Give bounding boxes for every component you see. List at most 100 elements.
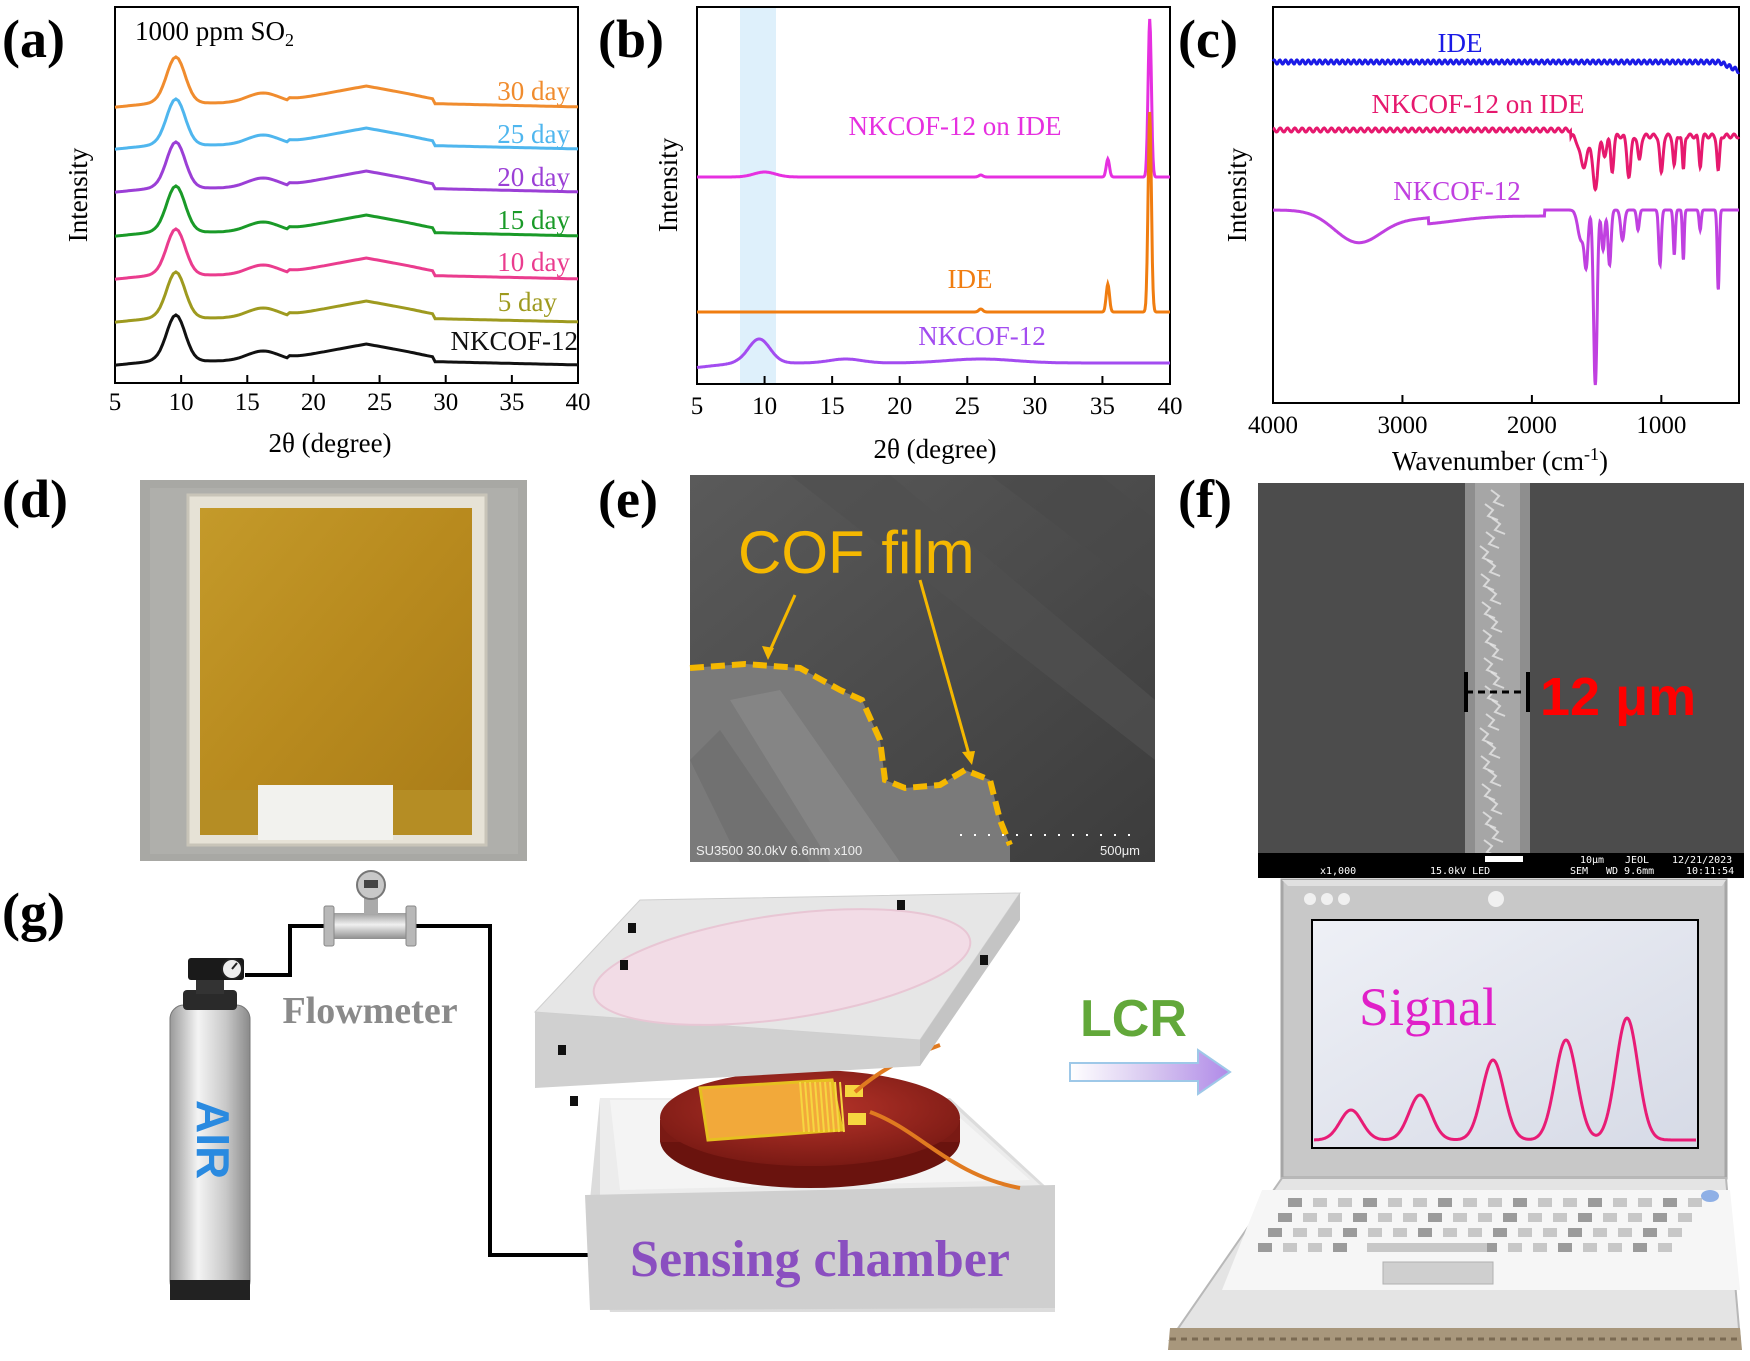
panel-a-curve-6 xyxy=(114,313,579,367)
keyboard-key xyxy=(1418,1228,1432,1237)
lcr-label: LCR xyxy=(1080,990,1187,1048)
keyboard-key xyxy=(1663,1198,1677,1207)
cylinder-label: AIR xyxy=(187,1100,239,1179)
panel-a-frame xyxy=(114,6,579,384)
panel-c-xtick-label: 4000 xyxy=(1248,412,1298,439)
panel-g-setup-schematic: AIR Flowmeter xyxy=(169,870,1742,1350)
panel-label-c: (c) xyxy=(1178,9,1238,69)
sem-scale-label: 500μm xyxy=(1100,843,1140,858)
panel-a-series-label-3: 15 day xyxy=(497,205,570,235)
panel-a-series-label-2: 20 day xyxy=(497,162,570,192)
keyboard-key xyxy=(1293,1228,1307,1237)
panel-c-curves xyxy=(1271,58,1741,386)
laptop-display xyxy=(1311,919,1699,1149)
panel-label-f: (f) xyxy=(1178,469,1232,529)
signal-waveform xyxy=(1314,1016,1696,1142)
panel-d-device-photo xyxy=(140,480,527,861)
keyboard-key xyxy=(1343,1228,1357,1237)
flowmeter-pipe xyxy=(330,913,410,939)
sem-info-text: SU3500 30.0kV 6.6mm x100 xyxy=(696,843,862,858)
keyboard-key xyxy=(1278,1213,1292,1222)
keyboard-key xyxy=(1518,1228,1532,1237)
panel-a-series-label-1: 25 day xyxy=(497,119,570,149)
panel-c-ftir: Intensity 4000 3000 2000 1000 Wavenumber (c… xyxy=(1222,6,1741,476)
panel-a-series-label-0: 30 day xyxy=(497,76,570,106)
keyboard-key xyxy=(1528,1213,1542,1222)
footer-brand: JEOL xyxy=(1625,855,1649,866)
laptop: Signal xyxy=(1168,878,1742,1350)
keyboard-key xyxy=(1393,1228,1407,1237)
contact-pad xyxy=(258,785,393,840)
panel-c-curve-2 xyxy=(1273,208,1739,386)
footer-wd: WD 9.6mm xyxy=(1606,866,1654,877)
panel-a-xtick-label: 30 xyxy=(433,389,458,416)
panel-b-label-cof: NKCOF-12 xyxy=(918,321,1046,351)
panel-c-curve-1 xyxy=(1272,126,1741,193)
panel-b-xtick-label: 35 xyxy=(1090,393,1115,420)
panel-b-frame xyxy=(696,6,1171,385)
panel-b-ylabel: Intensity xyxy=(653,137,683,232)
keyboard-key xyxy=(1378,1213,1392,1222)
keyboard-key xyxy=(1388,1198,1402,1207)
gas-line-1 xyxy=(245,924,330,977)
panel-a-curve-2 xyxy=(114,140,579,194)
camera-icon xyxy=(1488,891,1504,907)
signal-label: Signal xyxy=(1359,977,1497,1037)
keyboard-key xyxy=(1403,1213,1417,1222)
panel-a-curve-4 xyxy=(114,227,579,281)
keyboard-key xyxy=(1493,1228,1507,1237)
panel-a-series-label-4: 10 day xyxy=(497,247,570,277)
panel-b-label-cof-on-ide: NKCOF-12 on IDE xyxy=(849,111,1062,141)
panel-c-curve-0 xyxy=(1271,58,1741,75)
panel-c-xticks: 4000 3000 2000 1000 xyxy=(1248,395,1686,439)
panel-a-xtick-label: 10 xyxy=(169,389,194,416)
footer-kv: 15.0kV LED xyxy=(1430,866,1490,877)
panel-b-xtick-label: 25 xyxy=(955,393,980,420)
keyboard-key xyxy=(1333,1243,1347,1252)
panel-a-xrd-stability: 1000 ppm SO2 Intensity 5 10 15 20 25 30 35 40 2… xyxy=(63,6,591,458)
keyboard-key xyxy=(1463,1198,1477,1207)
keyboard-key xyxy=(1618,1228,1632,1237)
keyboard-key xyxy=(1678,1213,1692,1222)
panel-c-xtick-label: 1000 xyxy=(1636,412,1686,439)
arrow-icon xyxy=(1069,1048,1232,1096)
panel-a-curve-3 xyxy=(114,184,579,238)
panel-a-curve-1 xyxy=(114,97,579,151)
annotation-arrow-1 xyxy=(766,594,797,656)
air-cylinder: AIR xyxy=(169,958,251,1300)
panel-b-xtick-label: 15 xyxy=(820,393,845,420)
keyboard-key xyxy=(1353,1213,1367,1222)
panel-a-series-label-5: 5 day xyxy=(498,287,558,317)
panel-b-xrd-comparison: Intensity 5 10 15 20 25 30 35 40 2θ (degree) NK… xyxy=(653,6,1183,464)
panel-b-xticks: 5 10 15 20 25 30 35 40 xyxy=(691,376,1183,420)
keyboard-key xyxy=(1513,1198,1527,1207)
keyboard-key xyxy=(1313,1198,1327,1207)
keyboard-key xyxy=(1288,1198,1302,1207)
keyboard-key xyxy=(1453,1213,1467,1222)
keyboard-key xyxy=(1563,1198,1577,1207)
panel-a-curves xyxy=(114,55,579,367)
keyboard-key xyxy=(1303,1213,1317,1222)
keyboard-key xyxy=(1633,1243,1647,1252)
flowmeter-label: Flowmeter xyxy=(282,990,457,1032)
panel-f-sem-image: 12 μm 10μm JEOL 12/21/2023 x1,000 15.0kV… xyxy=(1258,483,1744,878)
keyboard-key xyxy=(1653,1213,1667,1222)
footer-mode: SEM xyxy=(1570,866,1588,877)
keyboard-key xyxy=(1268,1228,1282,1237)
keyboard-key xyxy=(1558,1243,1572,1252)
keyboard-key xyxy=(1588,1198,1602,1207)
panel-a-xlabel: 2θ (degree) xyxy=(268,428,391,458)
panel-b-xtick-label: 30 xyxy=(1022,393,1047,420)
footer-mag: x1,000 xyxy=(1320,866,1356,877)
panel-c-label-cof-on-ide: NKCOF-12 on IDE xyxy=(1372,89,1585,119)
panel-a-series-label-6: NKCOF-12 xyxy=(450,326,578,356)
panel-a-ylabel: Intensity xyxy=(63,147,93,242)
keyboard-key xyxy=(1413,1198,1427,1207)
panel-b-xtick-label: 40 xyxy=(1158,393,1183,420)
panel-c-label-cof: NKCOF-12 xyxy=(1393,176,1521,206)
panel-a-annotation: 1000 ppm SO2 xyxy=(135,16,294,50)
panel-c-label-ide: IDE xyxy=(1438,28,1483,58)
keyboard-key xyxy=(1503,1213,1517,1222)
panel-c-frame xyxy=(1272,6,1740,404)
keyboard-key xyxy=(1308,1243,1322,1252)
